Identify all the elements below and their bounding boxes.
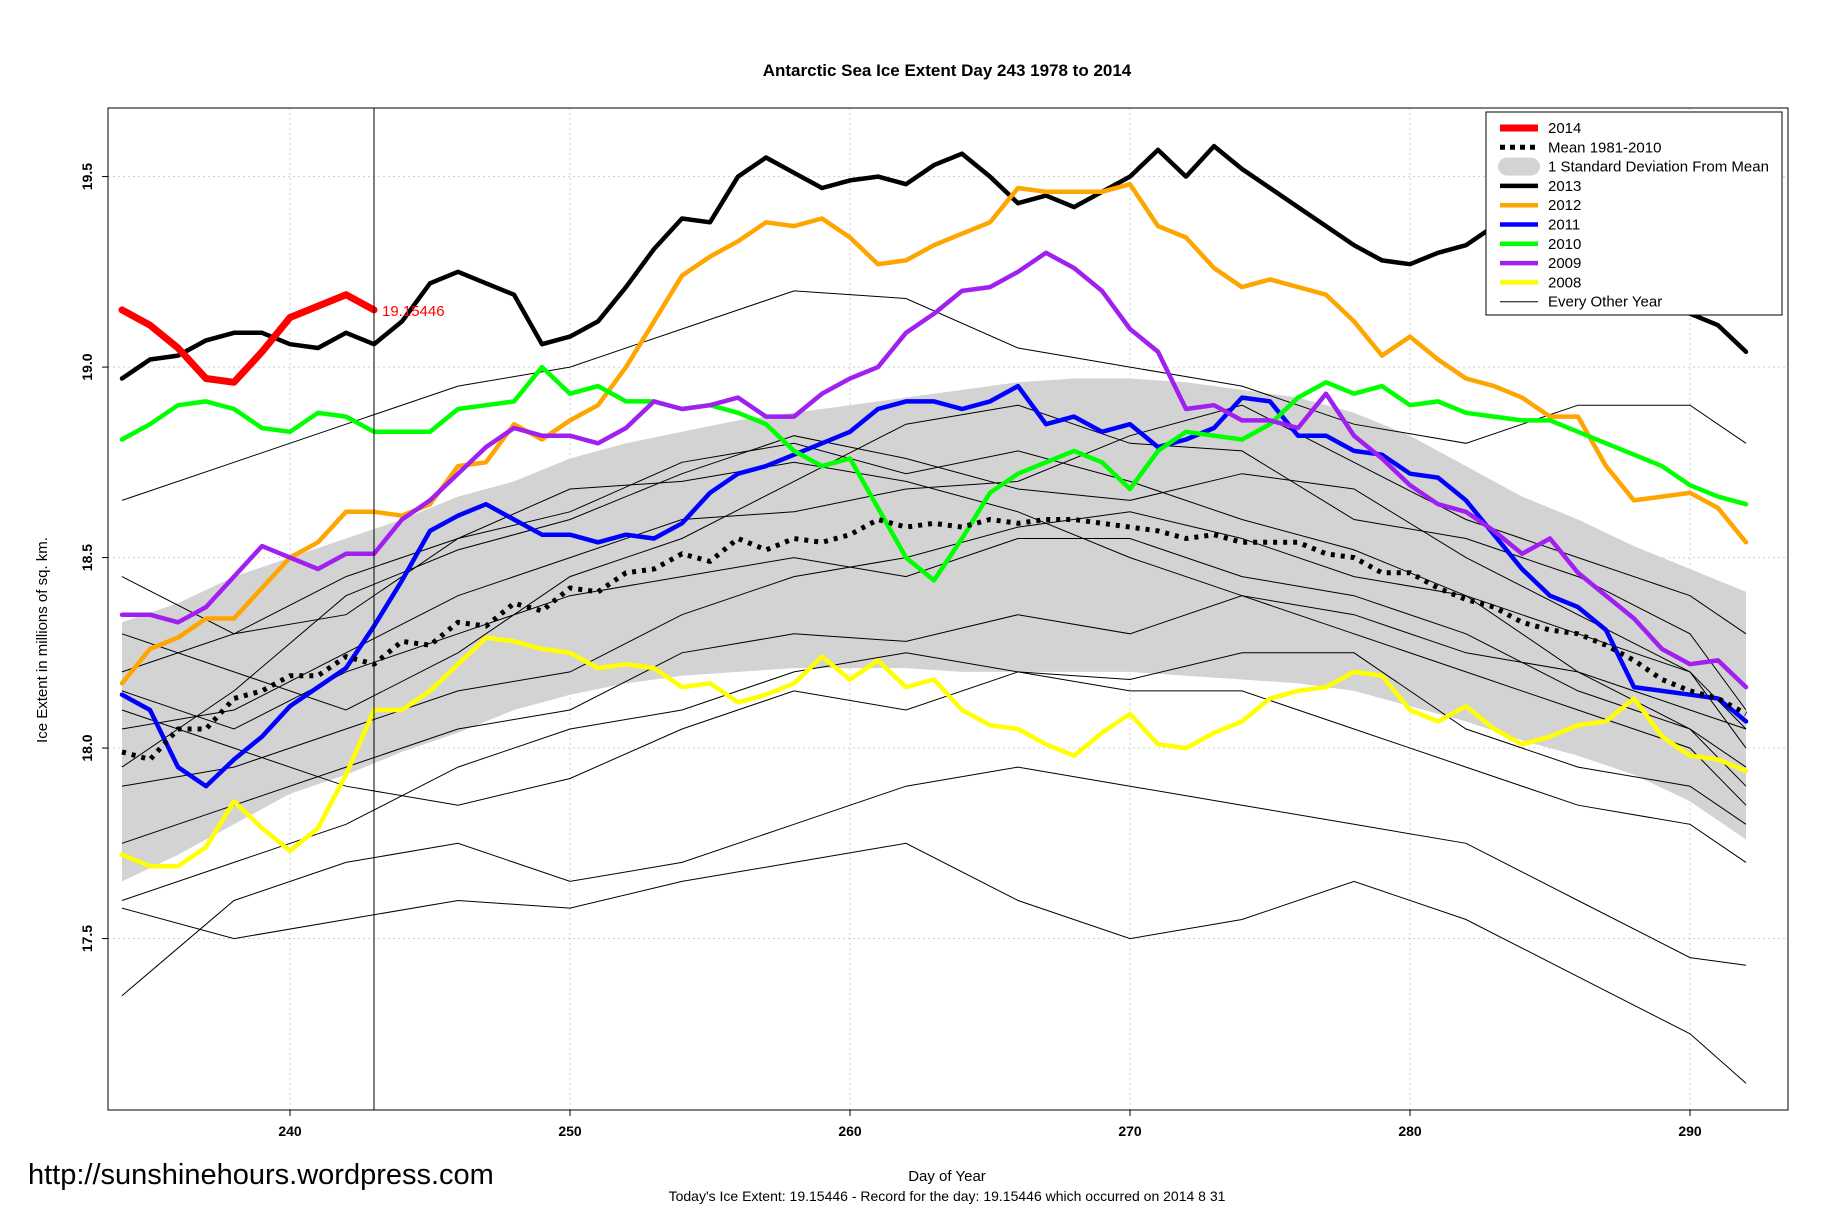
series-layer: [118, 143, 1749, 869]
chart-title: Antarctic Sea Ice Extent Day 243 1978 to…: [763, 61, 1132, 80]
legend-label-s2012: 2012: [1548, 197, 1581, 214]
series-line-s2011: [119, 383, 1749, 789]
x-tick-label: 240: [278, 1123, 302, 1139]
legend-label-s2009: 2009: [1548, 255, 1581, 272]
series-line-s2009: [119, 250, 1749, 690]
legend-label-s2010: 2010: [1548, 236, 1581, 253]
plot-frame: [107, 107, 1789, 1111]
other-year-line: [121, 290, 1747, 501]
x-tick-label: 250: [558, 1123, 582, 1139]
current-value-label: 19.15446: [382, 303, 445, 320]
y-axis: 17.5 18.0 18.5 19.0 19.5: [79, 163, 108, 952]
other-year-line: [121, 652, 1747, 825]
y-tick-label: 19.5: [79, 163, 95, 190]
x-axis-label: Day of Year: [908, 1168, 986, 1185]
series-line-s2010: [119, 364, 1749, 583]
y-tick-label: 19.0: [79, 353, 95, 380]
legend-label-s2008: 2008: [1548, 274, 1581, 291]
legend-label-other: Every Other Year: [1548, 294, 1662, 311]
other-year-line: [121, 404, 1747, 711]
series-line-s2014: [118, 291, 378, 386]
legend-label-mean: Mean 1981-2010: [1548, 139, 1661, 156]
legend-swatch-sd: [1498, 157, 1540, 176]
other-year-line: [121, 842, 1747, 1084]
x-axis: 240 250 260 270 280 290: [278, 1110, 1702, 1139]
sd-band-layer: [122, 378, 1746, 882]
y-axis-label: Ice Extent in millions of sq. km.: [34, 537, 51, 743]
other-year-line: [121, 595, 1747, 844]
other-year-line: [121, 404, 1747, 730]
legend-label-s2013: 2013: [1548, 178, 1581, 195]
x-tick-label: 260: [838, 1123, 862, 1139]
plot-area: 19.15446: [108, 108, 1788, 1110]
other-year-line: [121, 766, 1747, 997]
other-years-layer: [121, 290, 1747, 1084]
x-tick-label: 280: [1398, 1123, 1422, 1139]
series-line-s2012: [119, 181, 1749, 686]
x-tick-label: 290: [1678, 1123, 1702, 1139]
series-line-s2008: [119, 635, 1749, 869]
y-tick-label: 18.0: [79, 734, 95, 761]
legend-label-s2014: 2014: [1548, 120, 1581, 137]
sd-band: [122, 378, 1746, 882]
y-tick-label: 18.5: [79, 544, 95, 571]
other-year-line: [121, 435, 1747, 768]
other-year-line: [121, 461, 1747, 730]
legend-label-sd: 1 Standard Deviation From Mean: [1548, 159, 1769, 176]
series-line-s2013: [119, 143, 1749, 381]
legend-label-s2011: 2011: [1548, 217, 1580, 234]
watermark-url: http://sunshinehours.wordpress.com: [28, 1159, 494, 1191]
legend: 2014 Mean 1981-2010 1 Standard Deviation F…: [1485, 111, 1783, 316]
y-tick-label: 17.5: [79, 925, 95, 952]
x-tick-label: 270: [1118, 1123, 1142, 1139]
footnote-text: Today's Ice Extent: 19.15446 - Record fo…: [669, 1188, 1226, 1204]
